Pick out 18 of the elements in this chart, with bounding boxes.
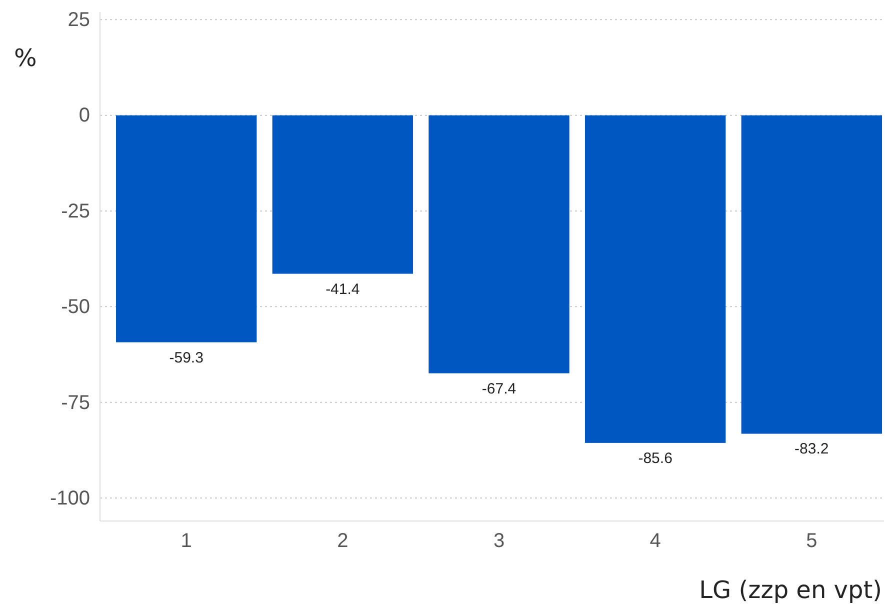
x-axis-title: LG (zzp en vpt) bbox=[699, 576, 882, 604]
data-label: -85.6 bbox=[638, 450, 672, 467]
x-tick-label: 3 bbox=[493, 530, 505, 552]
x-tick-label: 2 bbox=[337, 530, 348, 552]
y-tick-label: 0 bbox=[78, 104, 90, 127]
y-tick-label: -50 bbox=[61, 296, 90, 318]
data-label: -59.3 bbox=[169, 349, 204, 366]
y-tick-label: 25 bbox=[68, 9, 90, 32]
data-label: -83.2 bbox=[794, 440, 829, 458]
y-tick-label: -25 bbox=[61, 200, 90, 222]
x-tick-label: 4 bbox=[650, 530, 661, 552]
y-tick-label: -75 bbox=[61, 392, 90, 414]
x-tick-label: 1 bbox=[180, 530, 192, 552]
y-axis-title: % bbox=[14, 44, 37, 72]
y-tick-label: -100 bbox=[50, 487, 90, 510]
data-label: -41.4 bbox=[326, 280, 360, 298]
x-tick-label: 5 bbox=[806, 530, 818, 552]
data-label: -67.4 bbox=[482, 380, 516, 398]
